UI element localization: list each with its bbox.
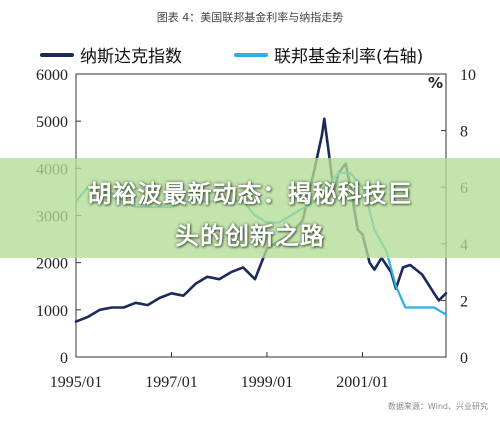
data-point-fed-rate <box>421 306 423 309</box>
data-point-nasdaq <box>170 292 173 295</box>
legend-swatch-fed-rate <box>234 52 268 57</box>
data-point-nasdaq <box>445 292 447 295</box>
data-point-fed-rate <box>395 285 397 288</box>
data-point-nasdaq <box>158 297 161 299</box>
legend-label-nasdaq: 纳斯达克指数 <box>80 47 182 67</box>
y-right-tick-label: 8 <box>460 124 468 141</box>
data-point-nasdaq <box>254 278 256 281</box>
y-left-tick-label: 0 <box>60 350 68 367</box>
headline-banner: 胡裕波最新动态：揭秘科技巨 头的创新之路 <box>0 158 500 258</box>
data-point-nasdaq <box>146 304 149 306</box>
source-note: 数据来源：Wind、兴业研究 <box>387 402 488 411</box>
data-point-nasdaq <box>99 309 101 311</box>
legend-label-fed-rate: 联邦基金利率(右轴) <box>274 47 424 67</box>
data-point-nasdaq <box>122 306 125 309</box>
data-point-nasdaq <box>402 266 404 269</box>
y-right-tick-label: 2 <box>460 293 468 310</box>
data-point-nasdaq <box>194 283 197 285</box>
data-point-fed-rate <box>409 306 412 309</box>
data-point-fed-rate <box>404 306 407 309</box>
y-left-tick-label: 5000 <box>36 114 68 131</box>
data-point-nasdaq <box>111 306 113 309</box>
data-point-nasdaq <box>134 302 137 304</box>
y-left-tick-label: 6000 <box>36 67 68 84</box>
y-right-tick-label: 10 <box>460 67 476 84</box>
data-point-fed-rate <box>445 313 447 316</box>
legend-swatch-nasdaq <box>40 52 74 57</box>
legend-item-nasdaq: 纳斯达克指数 <box>40 42 182 67</box>
data-point-nasdaq <box>206 276 209 278</box>
data-point-nasdaq <box>409 264 412 266</box>
y-right-tick-label: 0 <box>460 350 468 367</box>
figure-title: 图表 4：美国联邦基金利率与纳指走势 <box>156 11 344 24</box>
x-tick-label: 1999/01 <box>241 374 293 391</box>
data-point-nasdaq <box>368 261 371 264</box>
data-point-nasdaq <box>421 273 423 276</box>
data-point-nasdaq <box>438 299 440 302</box>
data-point-nasdaq <box>433 292 435 295</box>
data-point-nasdaq <box>373 268 376 271</box>
right-axis-unit: % <box>428 74 444 92</box>
y-left-tick-label: 2000 <box>36 256 68 273</box>
data-point-nasdaq <box>75 320 77 323</box>
headline-line-1: 胡裕波最新动态：揭秘科技巨 <box>87 180 413 208</box>
data-point-nasdaq <box>321 134 323 137</box>
x-tick-label: 1995/01 <box>50 374 102 391</box>
data-point-nasdaq <box>182 294 185 297</box>
legend: 纳斯达克指数 联邦基金利率(右轴) <box>0 42 500 67</box>
data-point-nasdaq <box>87 316 89 318</box>
data-point-nasdaq <box>323 118 326 120</box>
data-point-fed-rate <box>433 306 435 309</box>
legend-item-fed-rate: 联邦基金利率(右轴) <box>234 42 423 67</box>
data-point-nasdaq <box>242 266 244 269</box>
x-tick-label: 2001/01 <box>336 374 388 391</box>
data-point-nasdaq <box>218 278 220 281</box>
data-point-nasdaq <box>328 153 330 155</box>
y-left-tick-label: 1000 <box>36 303 68 320</box>
headline-line-2: 头的创新之路 <box>175 222 325 250</box>
data-point-nasdaq <box>230 271 232 273</box>
x-tick-label: 1997/01 <box>145 374 197 391</box>
